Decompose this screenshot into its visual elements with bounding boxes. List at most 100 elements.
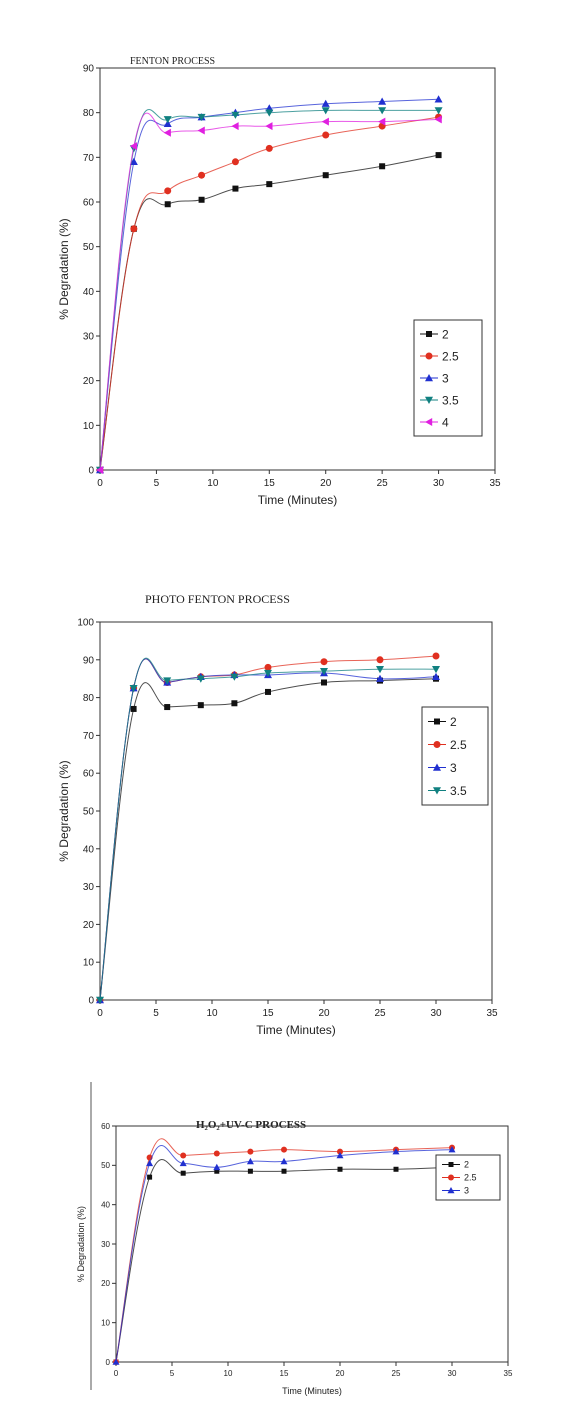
data-point <box>280 1157 288 1165</box>
legend-marker <box>448 1162 454 1167</box>
data-point <box>163 119 172 128</box>
chart-title: PHOTO FENTON PROCESS <box>145 592 290 606</box>
data-point <box>322 172 329 179</box>
data-point <box>96 466 104 474</box>
y-tick-label: 100 <box>77 618 94 629</box>
x-tick-label: 25 <box>392 1369 401 1378</box>
legend-marker <box>425 396 433 404</box>
data-point <box>163 677 172 685</box>
x-tick-label: 0 <box>97 1008 103 1019</box>
legend-label: 3 <box>450 761 457 775</box>
x-tick-label: 30 <box>433 478 445 489</box>
y-tick-label: 50 <box>83 242 95 253</box>
x-tick-label: 0 <box>114 1369 119 1378</box>
y-tick-label: 0 <box>106 1358 111 1367</box>
data-point <box>197 113 206 122</box>
data-point <box>376 666 384 674</box>
x-tick-label: 15 <box>264 478 276 489</box>
x-tick-label: 20 <box>336 1369 345 1378</box>
data-point <box>180 1152 187 1159</box>
data-point <box>213 1150 220 1157</box>
data-point <box>393 1166 399 1172</box>
x-tick-label: 25 <box>374 1008 386 1019</box>
series-line-2.5 <box>115 1138 453 1363</box>
legend-label: 2 <box>442 327 449 341</box>
data-point <box>434 115 442 124</box>
data-point <box>130 225 138 233</box>
x-tick-label: 5 <box>154 478 160 489</box>
y-tick-label: 60 <box>83 198 95 209</box>
data-point <box>164 201 171 208</box>
x-tick-label: 35 <box>486 1008 498 1019</box>
data-point <box>230 673 239 681</box>
x-axis-label: Time (Minutes) <box>282 1386 342 1396</box>
data-point <box>247 1168 253 1174</box>
y-axis-label: % Degradation (%) <box>57 218 71 319</box>
data-point <box>336 1152 344 1159</box>
legend-label: 2.5 <box>464 1173 477 1183</box>
y-tick-label: 70 <box>83 731 95 742</box>
data-point <box>197 126 205 135</box>
legend-label: 3 <box>464 1186 469 1196</box>
x-axis-label: Time (Minutes) <box>256 1023 336 1037</box>
data-point <box>198 171 206 179</box>
y-tick-label: 80 <box>83 693 95 704</box>
legend-marker <box>433 763 441 771</box>
chart-1: FENTON PROCESS 0 5 10 15 20 25 30 35 0 10 20 30 40 50 6… <box>57 56 501 507</box>
data-point <box>376 656 384 664</box>
y-tick-label: 90 <box>83 655 95 666</box>
legend-label: 2 <box>464 1160 469 1170</box>
data-point <box>378 107 387 115</box>
data-point <box>281 1146 287 1153</box>
plot-frame <box>99 67 496 471</box>
data-point <box>337 1166 343 1172</box>
y-tick-label: 0 <box>88 466 94 477</box>
series-line-2.5 <box>99 655 437 1001</box>
y-tick-label: 10 <box>101 1318 110 1327</box>
y-tick-label: 40 <box>101 1200 110 1209</box>
legend-marker <box>425 418 433 426</box>
x-tick-label: 30 <box>430 1008 442 1019</box>
legend-marker <box>425 352 433 360</box>
data-point <box>321 117 329 126</box>
data-point <box>247 1148 254 1155</box>
data-point <box>434 95 443 103</box>
data-point <box>432 672 440 681</box>
data-point <box>265 122 273 131</box>
data-point <box>378 117 386 126</box>
data-point <box>265 109 274 117</box>
data-point <box>266 181 273 188</box>
x-tick-label: 10 <box>224 1369 233 1378</box>
x-tick-label: 5 <box>170 1369 175 1378</box>
x-tick-label: 15 <box>262 1008 274 1019</box>
data-point <box>265 144 273 152</box>
legend-label: 2 <box>450 715 457 729</box>
data-point <box>321 107 330 115</box>
y-tick-label: 40 <box>83 844 95 855</box>
y-tick-label: 70 <box>83 153 95 164</box>
legend-marker <box>433 787 441 795</box>
series-line-3.5 <box>99 657 437 1001</box>
legend-marker <box>434 718 440 725</box>
y-tick-label: 30 <box>83 332 95 343</box>
data-point <box>337 1148 343 1155</box>
legend-label: 3.5 <box>442 393 459 407</box>
legend-label: 3.5 <box>450 784 467 798</box>
data-point <box>379 163 386 170</box>
series-line-3 <box>99 98 439 471</box>
data-point <box>281 1168 287 1174</box>
x-tick-label: 15 <box>280 1369 289 1378</box>
legend-marker <box>447 1187 455 1194</box>
data-point <box>432 666 440 674</box>
x-tick-label: 20 <box>320 478 332 489</box>
data-point <box>448 1146 456 1153</box>
y-tick-label: 30 <box>83 882 95 893</box>
data-point <box>96 996 104 1004</box>
data-point <box>264 669 272 678</box>
y-tick-label: 20 <box>101 1279 110 1288</box>
data-point <box>213 1163 221 1171</box>
data-point <box>434 107 443 115</box>
y-tick-label: 20 <box>83 376 95 387</box>
data-point <box>378 97 387 105</box>
